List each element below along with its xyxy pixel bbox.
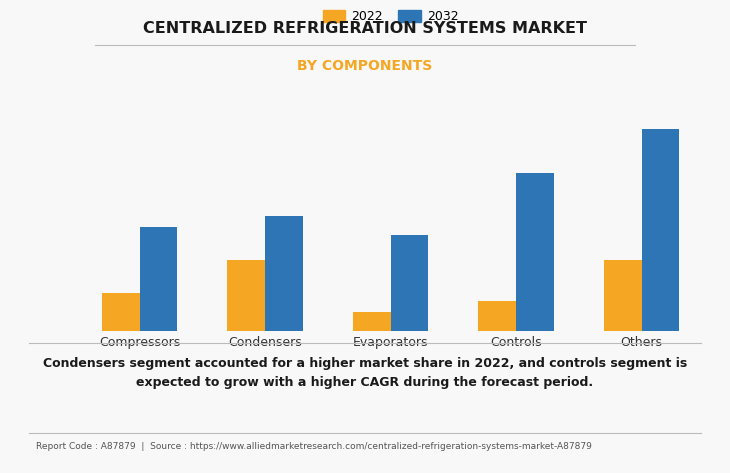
Bar	[353, 312, 391, 331]
Bar	[227, 260, 265, 331]
Bar	[139, 227, 177, 331]
Bar	[391, 236, 429, 331]
Bar	[102, 293, 139, 331]
Legend: 2022, 2032: 2022, 2032	[318, 5, 464, 28]
Bar	[516, 173, 554, 331]
Bar	[265, 216, 303, 331]
Bar	[478, 301, 516, 331]
Text: CENTRALIZED REFRIGERATION SYSTEMS MARKET: CENTRALIZED REFRIGERATION SYSTEMS MARKET	[143, 21, 587, 36]
Text: Report Code : A87879  |  Source : https://www.alliedmarketresearch.com/centraliz: Report Code : A87879 | Source : https://…	[36, 442, 592, 451]
Text: Condensers segment accounted for a higher market share in 2022, and controls seg: Condensers segment accounted for a highe…	[43, 357, 687, 370]
Bar	[642, 129, 679, 331]
Text: expected to grow with a higher CAGR during the forecast period.: expected to grow with a higher CAGR duri…	[137, 376, 593, 389]
Bar	[604, 260, 642, 331]
Text: BY COMPONENTS: BY COMPONENTS	[297, 59, 433, 73]
